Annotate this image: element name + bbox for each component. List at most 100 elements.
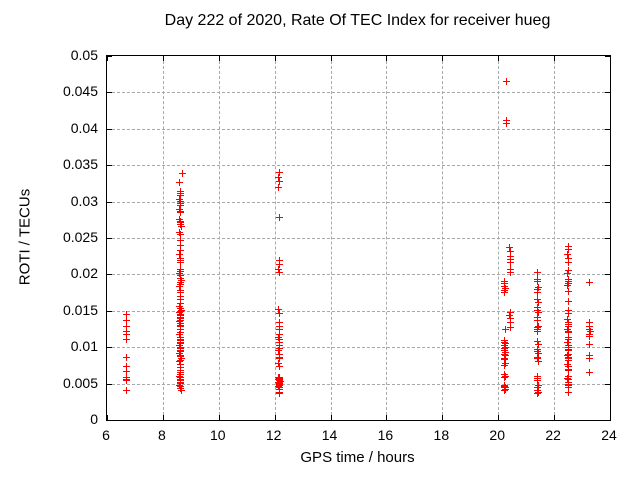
gridline-horizontal: [107, 238, 610, 239]
x-tick-mark: [498, 415, 500, 420]
gridline-horizontal: [107, 165, 610, 167]
data-point: [534, 322, 542, 330]
data-point: [585, 352, 593, 360]
data-point: [506, 318, 514, 326]
data-point: [533, 372, 541, 380]
data-point: [275, 178, 283, 186]
y-tick-mark: [107, 56, 112, 57]
x-tick-mark-top: [610, 56, 611, 61]
data-point: [176, 179, 184, 187]
data-point: [501, 289, 509, 297]
y-tick-mark: [107, 420, 112, 421]
x-tick-mark: [442, 415, 444, 420]
data-point: [176, 331, 184, 339]
data-point: [177, 201, 185, 209]
data-point: [586, 354, 594, 362]
data-point: [275, 325, 283, 333]
data-point: [534, 304, 542, 312]
data-point: [565, 307, 573, 315]
gridline-horizontal: [107, 347, 610, 349]
data-point: [500, 345, 508, 353]
y-tick-mark-right: [605, 128, 610, 130]
data-point: [177, 222, 185, 230]
data-point: [275, 310, 283, 318]
x-tick-label: 22: [545, 427, 561, 443]
data-point: [586, 340, 594, 348]
x-tick-mark: [107, 415, 108, 420]
data-point: [534, 357, 542, 365]
y-tick-mark-right: [605, 56, 610, 57]
data-point: [123, 353, 131, 361]
data-point: [275, 174, 283, 182]
x-tick-mark: [274, 415, 276, 420]
data-point: [176, 221, 184, 229]
data-point: [500, 337, 508, 345]
data-point: [507, 255, 515, 263]
y-tick-mark: [107, 238, 112, 239]
data-point: [177, 254, 185, 262]
data-point: [176, 316, 184, 324]
data-point: [534, 384, 542, 392]
y-tick-label: 0.03: [70, 192, 98, 209]
x-tick-mark: [162, 415, 164, 420]
data-point: [176, 358, 184, 366]
data-point: [176, 241, 184, 249]
data-point: [534, 278, 542, 286]
data-point: [564, 365, 572, 373]
data-point: [534, 284, 542, 291]
data-point: [564, 378, 572, 386]
data-point: [533, 307, 541, 315]
data-point: [275, 347, 283, 355]
data-point: [501, 350, 509, 358]
y-tick-label: 0.025: [62, 229, 98, 245]
data-point: [276, 384, 284, 392]
data-point: [176, 270, 184, 278]
data-point: [501, 325, 509, 333]
y-tick-mark: [107, 347, 112, 349]
data-point: [275, 390, 283, 398]
data-point: [176, 281, 184, 289]
x-tick-mark: [554, 415, 556, 420]
y-tick-mark: [107, 92, 112, 94]
data-point: [533, 269, 541, 277]
x-tick-mark-top: [162, 56, 164, 61]
x-tick-label: 20: [489, 427, 505, 443]
data-point: [507, 265, 515, 273]
data-point: [534, 316, 542, 324]
x-tick-mark-top: [218, 56, 220, 61]
data-point: [176, 283, 184, 291]
data-point: [177, 289, 185, 297]
data-point: [501, 361, 509, 369]
data-point: [501, 341, 509, 349]
data-point: [586, 327, 594, 335]
data-point: [564, 321, 572, 329]
data-point: [176, 200, 184, 208]
data-point: [276, 377, 284, 385]
data-point: [123, 387, 131, 395]
data-point: [565, 280, 573, 288]
gridline-horizontal: [107, 310, 610, 312]
x-tick-mark-top: [330, 56, 332, 61]
y-tick-label: 0.02: [70, 265, 98, 282]
data-point: [176, 206, 184, 214]
data-point: [534, 326, 542, 334]
data-point: [123, 362, 131, 370]
gridline-horizontal: [107, 92, 610, 94]
data-point: [533, 327, 541, 335]
y-tick-mark-right: [605, 420, 610, 421]
gridline-horizontal: [107, 274, 610, 276]
data-point: [534, 309, 542, 317]
data-point: [534, 289, 542, 297]
x-tick-mark-top: [274, 56, 276, 61]
data-point: [564, 361, 572, 369]
data-point: [275, 336, 283, 344]
data-point: [534, 298, 542, 306]
data-point: [585, 318, 593, 326]
data-point: [564, 297, 572, 305]
data-point: [275, 318, 283, 326]
y-tick-mark-right: [605, 92, 610, 94]
data-point: [275, 359, 283, 367]
data-point: [502, 120, 510, 128]
data-point: [176, 217, 184, 225]
